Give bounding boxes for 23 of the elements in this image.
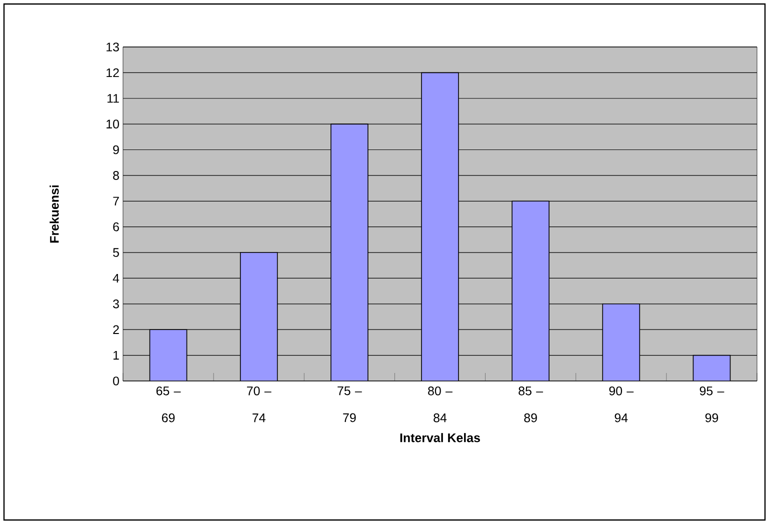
y-tick-label: 12 [106,68,119,78]
y-tick-label: 6 [113,222,119,232]
category-label: 65 – 69 [156,386,181,422]
y-tick-label: 1 [114,351,119,360]
category-label: 80 – 84 [428,386,452,422]
y-tick-label: 9 [113,145,119,154]
category-label: 75 – 79 [338,386,362,422]
x-axis-title: Interval Kelas [400,433,480,442]
y-tick-label: 5 [113,248,119,257]
y-tick-label: 11 [108,94,119,103]
category-label: 95 – 99 [700,386,724,422]
y-tick-label: 2 [113,325,119,334]
y-tick-label: 0 [113,376,119,386]
y-tick-label: 4 [112,274,120,282]
y-tick-label: 8 [113,171,119,180]
category-label: 90 – 94 [609,386,634,422]
y-tick-label: 13 [106,42,119,52]
y-axis-title: Frekuensi [50,185,59,243]
y-tick-label: 7 [113,196,119,206]
y-tick-label: 3 [113,300,119,308]
category-label: 70 – 74 [247,386,272,422]
y-tick-label: 10 [106,120,119,128]
category-label: 85 – 89 [518,386,544,422]
